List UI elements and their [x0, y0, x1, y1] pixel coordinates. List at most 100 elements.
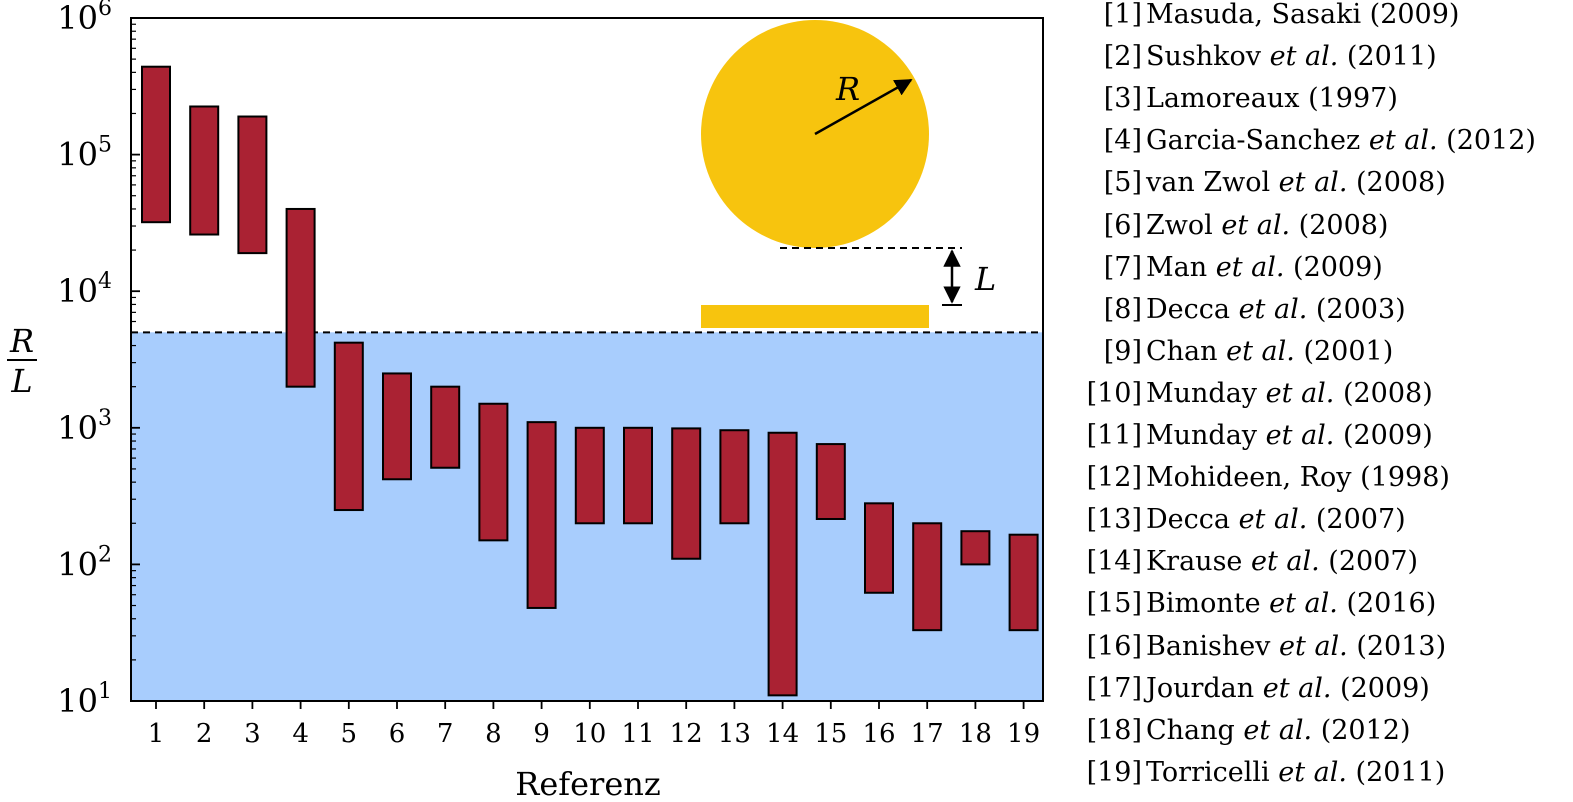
reference-item: [5] van Zwol et al. (2008) — [1078, 168, 1446, 198]
reference-number: [4] — [1103, 125, 1142, 157]
x-tick-label: 9 — [533, 719, 550, 749]
reference-text: Bimonte et al. (2016) — [1146, 588, 1437, 620]
reference-number: [17] — [1086, 672, 1142, 704]
y-axis: 101 102 103 104 105 106 — [57, 0, 140, 720]
bar-18 — [960, 530, 991, 566]
reference-number: [5] — [1103, 167, 1142, 199]
reference-text: Man et al. (2009) — [1146, 251, 1383, 283]
reference-number: [10] — [1086, 377, 1142, 409]
y-label-denominator: L — [10, 362, 32, 400]
plot-frame — [130, 17, 1044, 702]
y-tick-label: 105 — [57, 133, 112, 174]
reference-number: [19] — [1086, 756, 1142, 788]
reference-item: [2] Sushkov et al. (2011) — [1078, 42, 1437, 72]
reference-text: Sushkov et al. (2011) — [1146, 41, 1437, 73]
y-tick-label: 106 — [57, 0, 112, 37]
reference-number: [1] — [1103, 0, 1142, 30]
bar-17 — [912, 522, 943, 632]
reference-item: [12] Mohideen, Roy (1998) — [1078, 463, 1450, 493]
x-tick-label: 1 — [148, 719, 165, 749]
reference-item: [16] Banishev et al. (2013) — [1078, 631, 1447, 662]
x-tick-label: 14 — [766, 719, 799, 749]
x-tick-label: 12 — [670, 719, 703, 749]
reference-number: [6] — [1103, 209, 1142, 241]
reference-number: [12] — [1086, 462, 1142, 494]
inset-illustration: R L — [701, 20, 996, 328]
reference-text: Lamoreaux (1997) — [1146, 83, 1398, 115]
reference-item: [1] Masuda, Sasaki (2009) — [1078, 0, 1460, 30]
reference-number: [13] — [1086, 504, 1142, 536]
bar-12 — [671, 427, 702, 560]
reference-number: [18] — [1086, 714, 1142, 746]
x-tick-label: 13 — [718, 719, 751, 749]
y-label-numerator: R — [9, 322, 34, 360]
reference-text: Torricelli et al. (2011) — [1146, 756, 1446, 788]
radius-label: R — [835, 70, 860, 108]
reference-text: Chang et al. (2012) — [1146, 714, 1411, 746]
reference-number: [14] — [1086, 546, 1142, 578]
x-tick-label: 8 — [485, 719, 502, 749]
x-tick-label: 2 — [196, 719, 213, 749]
reference-text: Decca et al. (2007) — [1146, 504, 1406, 536]
bar-16 — [864, 502, 894, 594]
reference-text: Munday et al. (2008) — [1146, 377, 1433, 409]
bar-15 — [815, 443, 846, 520]
reference-item: [15] Bimonte et al. (2016) — [1078, 588, 1437, 620]
y-tick-label: 103 — [57, 406, 112, 447]
bar-8 — [478, 402, 509, 542]
reference-text: Krause et al. (2007) — [1146, 546, 1419, 578]
bar-19 — [1008, 533, 1039, 632]
reference-text: Zwol et al. (2008) — [1146, 209, 1389, 241]
bar-6 — [382, 372, 412, 481]
x-tick-label: 3 — [244, 719, 261, 749]
bar-3 — [237, 115, 268, 255]
reference-text: Mohideen, Roy (1998) — [1146, 462, 1450, 494]
reference-text: Munday et al. (2009) — [1146, 420, 1433, 451]
reference-item: [13] Decca et al. (2007) — [1078, 505, 1406, 535]
y-tick-label: 101 — [57, 679, 112, 720]
bar-10 — [574, 426, 605, 525]
reference-item: [14] Krause et al. (2007) — [1078, 546, 1419, 578]
x-tick-label: 10 — [573, 719, 606, 749]
x-axis-label: Referenz — [515, 765, 661, 802]
reference-text: Chan et al. (2001) — [1146, 335, 1394, 367]
bar-2 — [189, 105, 220, 236]
reference-item: [8] Decca et al. (2003) — [1078, 293, 1406, 325]
reference-item: [19] Torricelli et al. (2011) — [1078, 756, 1446, 788]
x-tick-label: 7 — [437, 719, 454, 749]
x-tick-label: 17 — [911, 719, 944, 749]
plate — [701, 305, 929, 328]
reference-text: Decca et al. (2003) — [1146, 293, 1406, 325]
reference-text: Jourdan et al. (2009) — [1146, 672, 1430, 704]
bar-11 — [623, 426, 653, 525]
reference-item: [17] Jourdan et al. (2009) — [1078, 672, 1430, 704]
reference-item: [18] Chang et al. (2012) — [1078, 714, 1411, 746]
bar-7 — [430, 385, 461, 469]
y-tick-label: 104 — [57, 269, 112, 310]
x-tick-label: 11 — [621, 719, 654, 749]
reference-number: [15] — [1086, 588, 1142, 620]
x-axis: 1 2 3 4 5 6 7 8 9 10 11 12 13 14 15 16 17 18 19 — [148, 701, 1040, 749]
bar-1 — [141, 65, 171, 224]
reference-item: [10] Munday et al. (2008) — [1078, 377, 1433, 409]
reference-text: Garcia-Sanchez et al. (2012) — [1146, 125, 1536, 157]
x-tick-label: 16 — [862, 719, 895, 749]
bars-group — [141, 65, 1039, 697]
x-tick-label: 4 — [292, 719, 309, 749]
reference-item: [6] Zwol et al. (2008) — [1078, 209, 1389, 241]
reference-text: Masuda, Sasaki (2009) — [1146, 0, 1460, 30]
bar-5 — [333, 341, 364, 512]
x-tick-label: 6 — [389, 719, 406, 749]
y-tick-label: 102 — [57, 542, 112, 583]
bar-14 — [767, 431, 798, 697]
bar-4 — [285, 207, 316, 388]
bar-13 — [719, 429, 750, 525]
reference-item: [9] Chan et al. (2001) — [1078, 335, 1394, 367]
reference-number: [3] — [1103, 83, 1142, 115]
x-tick-label: 15 — [814, 719, 847, 749]
x-tick-label: 5 — [341, 719, 358, 749]
y-axis-label: R L — [7, 322, 37, 400]
reference-item: [11] Munday et al. (2009) — [1078, 421, 1433, 451]
reference-item: [7] Man et al. (2009) — [1078, 251, 1383, 283]
x-tick-label: 19 — [1007, 719, 1040, 749]
